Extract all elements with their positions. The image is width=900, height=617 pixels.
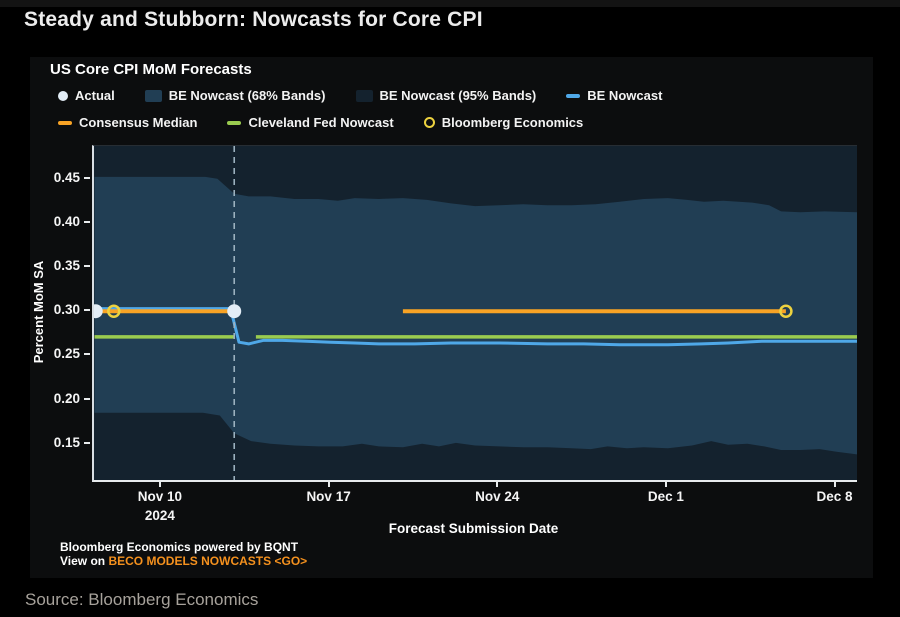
x-tick-label: Dec 1 <box>647 489 684 504</box>
marker-actual <box>227 304 242 319</box>
y-tick-label: 0.30 <box>53 302 80 318</box>
y-tick-mark <box>84 265 90 268</box>
window-top-strip <box>0 0 900 7</box>
y-tick-label: 0.35 <box>53 258 80 274</box>
legend-item-label: Consensus Median <box>79 115 198 130</box>
legend-item-label: BE Nowcast <box>587 88 663 103</box>
footer-view-on: View on BECO MODELS NOWCASTS <GO> <box>60 554 307 568</box>
x-tick-mark <box>158 481 161 487</box>
legend-item: Consensus Median <box>58 115 197 130</box>
y-axis-ticks: 0.15 0.20 0.25 0.30 0.35 0.40 0.45 <box>30 145 92 479</box>
y-tick-label: 0.40 <box>53 213 80 229</box>
y-tick-mark <box>84 309 90 312</box>
legend-item: BE Nowcast <box>566 88 662 103</box>
band95-swatch-icon <box>355 89 373 102</box>
x-tick-sublabel: 2024 <box>144 508 175 523</box>
band68-swatch-icon <box>144 89 162 102</box>
series-be-nowcast <box>94 307 857 347</box>
legend-row-2: Consensus Median Cleveland Fed Nowcast Blo… <box>58 115 583 130</box>
footer-powered-by: Bloomberg Economics powered by BQNT <box>60 540 299 554</box>
legend-item-label: Actual <box>75 88 115 103</box>
legend-item: BE Nowcast (68% Bands) <box>144 88 326 103</box>
marker-bloomberg-economics <box>779 304 793 318</box>
beco-models-link[interactable]: BECO MODELS NOWCASTS <GO> <box>108 554 308 568</box>
legend-item-label: Bloomberg Economics <box>441 115 584 130</box>
band-68 <box>94 176 857 455</box>
x-axis-ticks: Nov 10 2024 Nov 17 Nov 24 Dec 1 Dec 8 <box>92 481 855 541</box>
legend-item: Actual <box>58 88 115 103</box>
x-tick-mark <box>327 481 330 487</box>
chart-title: US Core CPI MoM Forecasts <box>50 61 252 78</box>
legend-item-label: BE Nowcast (68% Bands) <box>168 88 326 103</box>
page-title: Steady and Stubborn: Nowcasts for Core C… <box>24 8 483 31</box>
source-line: Source: Bloomberg Economics <box>25 590 259 609</box>
x-tick-label: Nov 10 <box>137 489 183 504</box>
legend-item: Bloomberg Economics <box>423 115 584 130</box>
actual-dot-icon <box>58 90 68 101</box>
footer-view-on-prefix: View on <box>60 554 109 568</box>
legend-item-label: BE Nowcast (95% Bands) <box>379 88 537 103</box>
x-tick-mark <box>833 481 836 487</box>
x-tick-label: Nov 24 <box>475 489 520 504</box>
y-tick-mark <box>84 397 90 400</box>
plot-svg <box>94 146 857 480</box>
x-tick-label: Nov 17 <box>306 489 351 504</box>
legend-item: Cleveland Fed Nowcast <box>227 115 394 130</box>
cleveland-fed-line-icon <box>227 120 242 125</box>
consensus-median-line-icon <box>58 120 72 125</box>
legend-item-label: Cleveland Fed Nowcast <box>248 115 394 130</box>
x-axis-title: Forecast Submission Date <box>388 521 559 536</box>
chart-card: US Core CPI MoM Forecasts Actual BE Nowca… <box>30 57 873 578</box>
marker-actual <box>94 304 103 319</box>
y-tick-mark <box>84 353 90 356</box>
y-tick-label: 0.15 <box>53 434 80 450</box>
plot-area <box>92 145 857 482</box>
legend-row-1: Actual BE Nowcast (68% Bands) BE Nowcast (… <box>58 88 662 103</box>
marker-bloomberg-economics <box>107 304 121 318</box>
y-tick-mark <box>84 176 90 179</box>
legend-item: BE Nowcast (95% Bands) <box>355 88 537 103</box>
y-tick-mark <box>84 441 90 444</box>
x-tick-label: Dec 8 <box>816 489 853 504</box>
y-tick-label: 0.25 <box>53 346 80 362</box>
x-tick-mark <box>664 481 667 487</box>
y-tick-mark <box>84 220 90 223</box>
x-tick-mark <box>496 481 499 487</box>
bloomberg-economics-ring-icon <box>423 117 435 128</box>
y-tick-label: 0.20 <box>53 390 80 406</box>
be-nowcast-line-icon <box>566 93 581 98</box>
y-tick-label: 0.45 <box>53 169 80 185</box>
